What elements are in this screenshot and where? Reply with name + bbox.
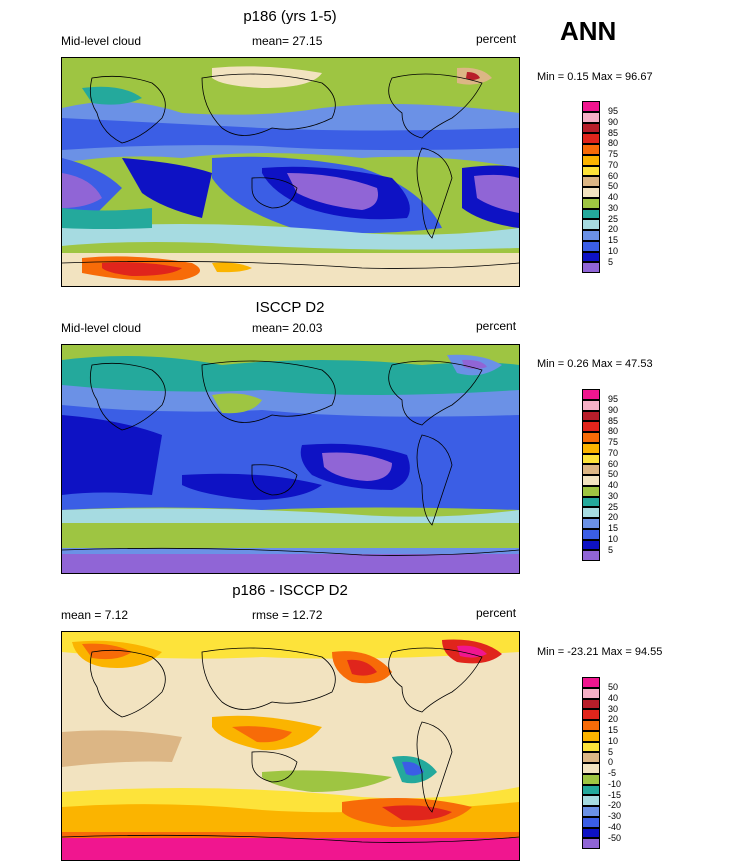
legend-label: 10 <box>608 735 619 746</box>
legend-label: 5 <box>608 256 614 267</box>
legend-label: -20 <box>608 800 622 811</box>
legend-label: 5 <box>608 746 614 757</box>
legend-label: 15 <box>608 725 619 735</box>
legend-label: 50 <box>608 181 619 192</box>
legend-label: 70 <box>608 447 619 458</box>
legend-label: 80 <box>608 426 619 437</box>
legend-label: 75 <box>608 437 619 447</box>
legend-label: 30 <box>608 703 619 714</box>
legend-label: 85 <box>608 127 619 138</box>
legend-label: -15 <box>608 789 622 800</box>
panel3-contour-field <box>62 632 519 860</box>
legend-label: 40 <box>608 692 619 703</box>
legend-label: 85 <box>608 415 619 426</box>
legend-label: -5 <box>608 768 617 778</box>
legend-label: 90 <box>608 404 619 415</box>
panel3-minmax: Min = -23.21 Max = 94.55 <box>537 646 663 658</box>
legend-label: 60 <box>608 458 619 469</box>
legend-label: 90 <box>608 116 619 127</box>
panel2-legend-labels: 95 90 85 80 75 70 60 50 40 30 25 20 15 1… <box>608 394 618 555</box>
legend-label: 70 <box>608 159 619 170</box>
legend-label: 15 <box>608 523 619 533</box>
panel1-legend-labels: 95 90 85 80 75 70 60 50 40 30 25 20 15 1… <box>608 106 618 267</box>
panel2-units-label: percent <box>476 319 517 333</box>
panel2-contour-field <box>62 345 519 573</box>
legend-label: 25 <box>608 213 619 224</box>
panel2-map <box>61 344 520 574</box>
legend-label: 40 <box>608 192 619 202</box>
legend-label: 40 <box>608 480 619 490</box>
panel3-legend <box>582 677 600 849</box>
legend-label: 50 <box>608 682 619 692</box>
panel3-mean-label: mean = 7.12 <box>61 608 129 622</box>
panel2-variable-label: Mid-level cloud <box>61 321 142 335</box>
panel2-minmax: Min = 0.26 Max = 47.53 <box>537 358 653 370</box>
legend-label: 25 <box>608 501 619 512</box>
panel1-title: p186 (yrs 1-5) <box>243 8 337 25</box>
legend-label: 10 <box>608 533 619 544</box>
legend-label: 50 <box>608 469 619 480</box>
legend-label: -30 <box>608 811 622 821</box>
legend-label: 30 <box>608 202 619 213</box>
legend-label: 80 <box>608 138 619 149</box>
panel1-units-label: percent <box>476 32 517 46</box>
legend-label: 20 <box>608 512 619 523</box>
panel3-units-label: percent <box>476 606 517 620</box>
panel2-title: ISCCP D2 <box>255 299 325 316</box>
panel1-minmax: Min = 0.15 Max = 96.67 <box>537 71 653 83</box>
legend-label: 5 <box>608 544 614 555</box>
panel3-map <box>61 631 520 861</box>
legend-label: 20 <box>608 224 619 235</box>
panel3-rmse-label: rmse = 12.72 <box>252 608 323 622</box>
legend-label: 0 <box>608 757 614 768</box>
legend-label: -50 <box>608 832 622 843</box>
panel1-mean-label: mean= 27.15 <box>252 34 323 48</box>
season-label: ANN <box>560 16 617 46</box>
legend-label: 95 <box>608 394 619 404</box>
legend-label: -40 <box>608 821 622 832</box>
panel3-title: p186 - ISCCP D2 <box>232 582 348 599</box>
panel2-legend <box>582 389 600 561</box>
legend-label: 75 <box>608 149 619 159</box>
legend-label: 95 <box>608 106 619 116</box>
legend-label: 10 <box>608 245 619 256</box>
legend-label: 20 <box>608 714 619 725</box>
legend-label: 60 <box>608 170 619 181</box>
panel1-contour-field <box>62 58 519 286</box>
legend-label: 30 <box>608 490 619 501</box>
panel3-legend-labels: 50 40 30 20 15 10 5 0 -5 -10 -15 -20 -30… <box>608 682 621 843</box>
legend-label: 15 <box>608 235 619 245</box>
legend-label: -10 <box>608 778 622 789</box>
panel1-legend <box>582 101 600 273</box>
panel1-map <box>61 57 520 287</box>
panel2-mean-label: mean= 20.03 <box>252 321 323 335</box>
panel1-variable-label: Mid-level cloud <box>61 34 142 48</box>
